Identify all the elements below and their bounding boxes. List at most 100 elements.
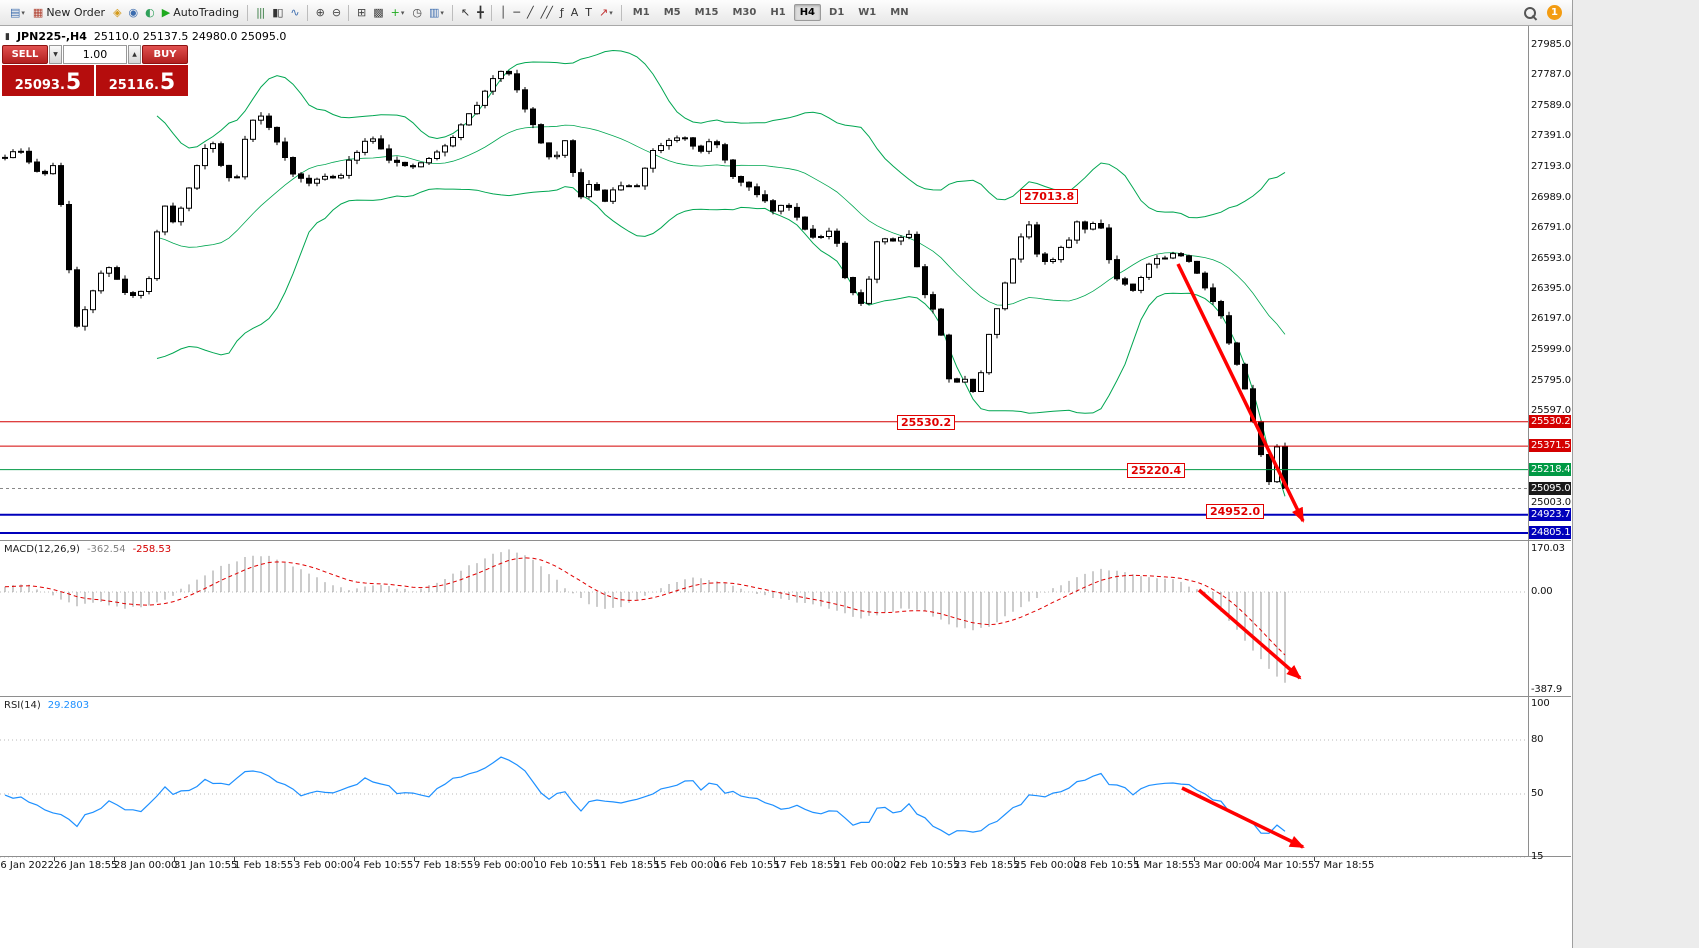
candlestick-series	[2, 69, 1288, 489]
rsi-scale-label: 80	[1531, 734, 1544, 745]
horizontal-line-icon[interactable]: ─	[509, 3, 523, 23]
toolbar-separator	[490, 4, 492, 21]
rsi-level-lines	[0, 739, 1528, 858]
candlestick-chart-icon[interactable]: ▮▯	[268, 3, 286, 23]
notification-badge[interactable]: 1	[1547, 5, 1562, 20]
new-chart-button[interactable]: ▤ ▾	[6, 3, 29, 23]
time-axis-separator	[0, 856, 1571, 857]
bar-chart-icon-glyph: |||	[256, 6, 265, 19]
toolbar-separator	[451, 4, 453, 21]
macd-scale-label: 0.00	[1531, 586, 1553, 597]
community-icon-glyph: ◐	[145, 6, 155, 19]
toolbar-separator	[348, 4, 350, 21]
cursor-icon[interactable]: ↖	[457, 3, 473, 23]
vertical-line-icon[interactable]: │	[496, 3, 510, 23]
volume-increase-button[interactable]: ▲	[128, 45, 141, 64]
buy-price[interactable]: 25116. 5	[96, 65, 188, 96]
cursor-icon-glyph: ↖	[460, 6, 470, 19]
deposit-funds-icon-glyph: ◈	[113, 6, 122, 19]
text-label-icon-glyph: T	[585, 6, 592, 19]
autotrading-button-glyph: ▶	[161, 6, 171, 19]
price-scale-tag: 25095.0	[1529, 481, 1571, 495]
price-scale-tick: 27985.0	[1531, 39, 1571, 50]
sell-button[interactable]: SELL	[2, 45, 48, 64]
price-scale-tick: 25003.0	[1531, 496, 1571, 508]
rsi-indicator-label: RSI(14) 29.2803	[4, 700, 89, 711]
text-icon[interactable]: A	[567, 3, 582, 23]
price-scale-tick: 25795.0	[1531, 375, 1571, 387]
accounts-icon[interactable]: ◉	[125, 3, 142, 23]
buy-button[interactable]: BUY	[142, 45, 188, 64]
line-chart-icon[interactable]: ∿	[286, 3, 302, 23]
toolbar-items: ▤ ▾ ▦ New Order ◈ ◉ ◐ ▶ AutoTrading ||| ▮▯ ∿ ⊕ ⊖ ⊞ ▩ + ▾ ◷…	[6, 0, 916, 25]
price-scale-tag: 24923.7	[1529, 507, 1571, 521]
timeframe-m1-button[interactable]: M1	[632, 7, 650, 18]
macd-main-value: -362.54	[86, 544, 126, 555]
zoom-in-icon[interactable]: ⊕	[312, 3, 328, 23]
fibonacci-icon-glyph: ƒ	[559, 6, 564, 19]
search-icon[interactable]	[1522, 5, 1538, 21]
arrange-windows-icon[interactable]: ▩	[369, 3, 386, 23]
timeframe-h4-button[interactable]: H4	[793, 4, 822, 21]
bar-chart-icon[interactable]: |||	[252, 3, 268, 23]
chart-symbol-icon: ▮	[5, 31, 10, 42]
candlestick-chart-icon-glyph: ▮▯	[272, 6, 283, 19]
toolbar-right: 1	[1522, 5, 1566, 21]
rsi-title: RSI(14)	[4, 700, 41, 711]
timeframe-w1-button[interactable]: W1	[858, 7, 877, 18]
price-scale-tag: 25371.5	[1529, 439, 1571, 453]
data-window-icon-glyph: ▥	[429, 6, 439, 19]
dropdown-caret-icon: ▾	[21, 8, 25, 17]
timeframe-m15-button[interactable]: M15	[694, 7, 719, 18]
price-scale-tick: 26197.0	[1531, 313, 1571, 325]
timeframe-mn-button[interactable]: MN	[890, 7, 909, 18]
price-scale-tag: 25218.4	[1529, 462, 1571, 476]
chart-ohlc: 25110.0 25137.5 24980.0 25095.0	[93, 30, 287, 43]
panel-separator-rsi[interactable]	[0, 696, 1571, 697]
arrow-objects-icon[interactable]: ↗ ▾	[595, 3, 617, 23]
macd-signal-value: -258.53	[132, 544, 172, 555]
chart-header: ▮ JPN225-,H4 25110.0 25137.5 24980.0 250…	[5, 30, 286, 43]
autotrading-button[interactable]: ▶ AutoTrading	[158, 3, 243, 23]
volume-input[interactable]	[63, 45, 127, 64]
price-scale-tick: 27391.0	[1531, 130, 1571, 142]
trendline-icon[interactable]: ╱	[523, 3, 537, 23]
sell-price[interactable]: 25093. 5	[2, 65, 94, 96]
tile-windows-icon-glyph: ⊞	[357, 6, 366, 19]
period-converter-icon-glyph: ◷	[412, 6, 422, 19]
volume-decrease-button[interactable]: ▼	[49, 45, 62, 64]
right-empty-panel	[1572, 0, 1699, 948]
sell-price-big-digit: 5	[65, 70, 82, 96]
new-order-button[interactable]: ▦ New Order	[29, 3, 109, 23]
toolbar-separator	[306, 4, 308, 21]
text-label-icon[interactable]: T	[581, 3, 595, 23]
rsi-current-value: 29.2803	[47, 700, 90, 711]
crosshair-icon[interactable]: ╋	[473, 3, 487, 23]
timeframe-d1-button[interactable]: D1	[829, 7, 845, 18]
price-scale-tick: 27193.0	[1531, 160, 1571, 172]
horizontal-lines	[0, 421, 1528, 534]
deposit-funds-icon[interactable]: ◈	[109, 3, 124, 23]
new-order-button-label: New Order	[46, 6, 106, 19]
timeframe-h1-button[interactable]: H1	[770, 7, 786, 18]
timeframe-m30-button[interactable]: M30	[732, 7, 757, 18]
timeframe-m5-button[interactable]: M5	[663, 7, 681, 18]
price-scale-tick: 25597.0	[1531, 405, 1571, 417]
zoom-out-icon[interactable]: ⊖	[328, 3, 344, 23]
channel-icon[interactable]: ╱╱	[537, 3, 556, 23]
community-icon[interactable]: ◐	[141, 3, 158, 23]
arrange-windows-icon-glyph: ▩	[373, 6, 383, 19]
tile-windows-icon[interactable]: ⊞	[353, 3, 369, 23]
period-converter-icon[interactable]: ◷	[408, 3, 425, 23]
price-scale-tick: 26989.0	[1531, 191, 1571, 203]
price-scale-tag: 24805.1	[1529, 526, 1571, 539]
price-chart-canvas[interactable]	[0, 0, 1528, 948]
price-scale-tick: 25999.0	[1531, 343, 1571, 355]
main-toolbar: ▤ ▾ ▦ New Order ◈ ◉ ◐ ▶ AutoTrading ||| ▮▯ ∿ ⊕ ⊖ ⊞ ▩ + ▾ ◷…	[0, 0, 1572, 26]
crosshair-icon-glyph: ╋	[477, 6, 484, 19]
add-indicator-button[interactable]: + ▾	[387, 3, 409, 23]
rsi-line	[4, 756, 1286, 836]
fibonacci-icon[interactable]: ƒ	[556, 3, 567, 23]
data-window-icon[interactable]: ▥ ▾	[425, 3, 448, 23]
panel-separator-macd[interactable]	[0, 540, 1571, 541]
